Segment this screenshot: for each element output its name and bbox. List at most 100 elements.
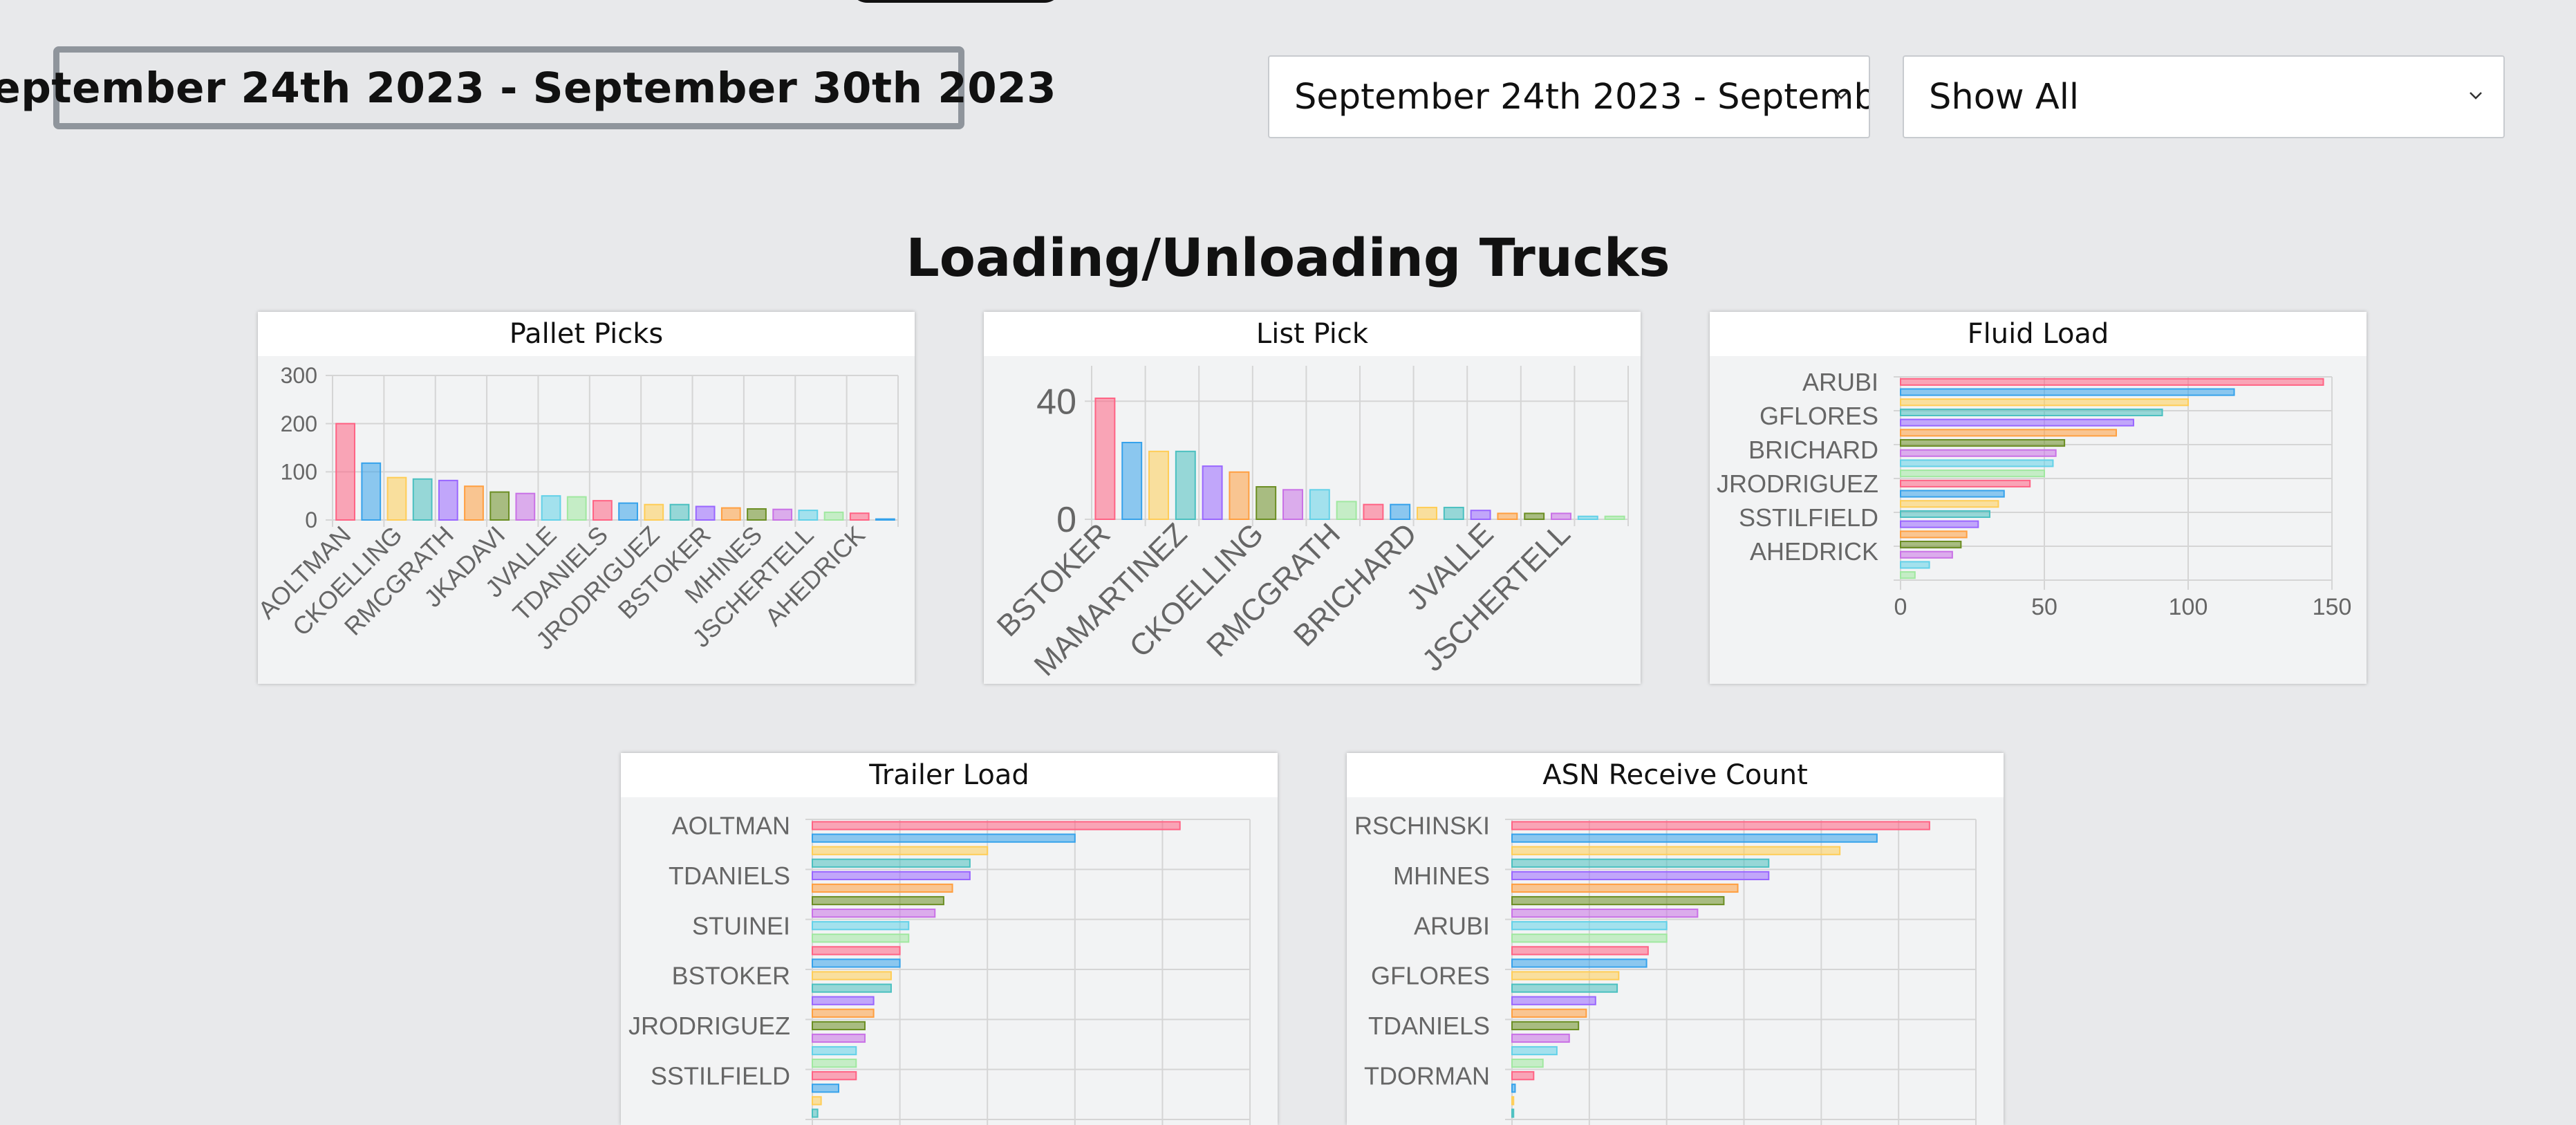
bar (1900, 550, 1953, 559)
bar (812, 1096, 822, 1106)
y-tick-label: BSTOKER (672, 962, 790, 990)
bar (644, 503, 664, 521)
list-pick-card: List Pick 40 0 BSTOKER MAMARTINEZ CKOELLING R… (984, 312, 1641, 684)
bar (812, 858, 971, 868)
bar (812, 933, 910, 943)
bar (1309, 489, 1330, 520)
y-tick-label: JRODRIGUEZ (628, 1012, 790, 1040)
filter-select[interactable]: Show All (1903, 55, 2505, 138)
bar (1900, 459, 2054, 467)
bar (812, 1008, 875, 1018)
bar (618, 502, 638, 521)
bar (1511, 996, 1596, 1005)
bar (695, 505, 716, 521)
bar (1900, 571, 1916, 579)
bar (1390, 503, 1411, 520)
y-tick-label: GFLORES (1760, 402, 1878, 430)
chart-title: Fluid Load (1710, 312, 2367, 356)
y-tick-label: ARUBI (1802, 368, 1878, 396)
bar (1282, 489, 1303, 520)
bar (1900, 449, 2057, 457)
bar (812, 996, 875, 1005)
bar (1470, 510, 1491, 520)
bar (798, 510, 819, 521)
week-select[interactable]: September 24th 2023 - Septembe (1268, 55, 1870, 138)
chart-title: Trailer Load (621, 753, 1278, 797)
x-tick-label: 150 (2313, 594, 2352, 620)
y-tick-label: RSCHINSKI (1354, 812, 1490, 840)
top-tab-handle (850, 0, 1061, 3)
y-tick-label: 300 (281, 363, 317, 388)
chevron-down-icon (2470, 92, 2482, 100)
filter-select-value: Show All (1929, 76, 2080, 118)
bar (812, 1021, 866, 1030)
bar (1900, 490, 2005, 498)
bar (1604, 515, 1625, 521)
bar (1511, 946, 1649, 956)
bar (489, 491, 510, 521)
bar (1511, 1071, 1535, 1081)
trailer-load-chart: AOLTMAN TDANIELS STUINEI BSTOKER JRODRIGUEZ S… (628, 812, 1251, 1125)
chart-title: ASN Receive Count (1347, 753, 2004, 797)
bar (1900, 429, 2117, 437)
bar (1900, 398, 2189, 407)
bar (1900, 530, 1968, 539)
bar (1511, 1059, 1544, 1068)
bar (335, 422, 355, 521)
fluid-load-chart: 0 50 100 150 ARUBI GFLORES BRICHARD JRODRIGUEZ S… (1717, 368, 2352, 620)
bar (812, 1108, 819, 1118)
bar (1511, 1033, 1570, 1043)
bar (541, 495, 561, 521)
y-tick-label: 0 (1056, 500, 1076, 540)
y-tick-label: BRICHARD (1748, 436, 1878, 464)
bar (849, 512, 870, 521)
bar (1363, 503, 1384, 520)
bar (1511, 958, 1648, 968)
bar (1511, 909, 1699, 918)
bar (812, 1059, 857, 1068)
bar (812, 946, 901, 956)
y-tick-label: TDANIELS (1368, 1012, 1490, 1040)
bar (1900, 520, 1979, 528)
bar (1229, 471, 1250, 520)
bar (1202, 465, 1223, 520)
x-tick-label: RMCGRATH (1200, 517, 1347, 663)
y-tick-label: 100 (281, 460, 317, 485)
bar (1511, 846, 1841, 855)
trailer-load-card: Trailer Load AOLTMAN TDANIELS STUINEI BSTOK… (621, 753, 1278, 1125)
chevron-down-icon (1835, 92, 1847, 100)
bar (592, 500, 613, 521)
y-tick-label: GFLORES (1371, 962, 1490, 990)
bar (669, 503, 690, 521)
date-range-title: September 24th 2023 - September 30th 202… (0, 46, 1056, 129)
bar (812, 895, 944, 906)
y-tick-label: TDANIELS (669, 862, 790, 890)
asn-receive-card: ASN Receive Count RSCHINSKI MHINES ARUBI GF… (1347, 753, 2004, 1125)
pallet-picks-chart: 3002001000AOLTMANCKOELLINGRMCGRATHJKADAV… (258, 363, 899, 655)
bar (1511, 1008, 1587, 1018)
bar (1094, 397, 1116, 521)
bar (1121, 442, 1143, 520)
bar (1511, 833, 1878, 843)
y-tick-label: AOLTMAN (672, 812, 790, 840)
bar (515, 492, 536, 521)
bar (1900, 418, 2134, 427)
bar (772, 508, 793, 521)
bar (1900, 561, 1930, 569)
bar (1900, 388, 2235, 396)
y-tick-label: 40 (1036, 382, 1076, 422)
bar (438, 479, 458, 521)
bar (1900, 378, 2324, 386)
bar (1900, 469, 2045, 478)
chart-title: Pallet Picks (258, 312, 915, 356)
chart-title: List Pick (984, 312, 1641, 356)
bar (1900, 500, 1999, 508)
y-tick-label: 200 (281, 411, 317, 436)
bar (1511, 971, 1620, 980)
bar (1900, 510, 1990, 519)
bar (386, 476, 407, 521)
bar (812, 909, 936, 918)
y-tick-label: TDORMAN (1364, 1061, 1490, 1090)
x-tick-label: 100 (2169, 594, 2208, 620)
bar (1900, 540, 1962, 549)
